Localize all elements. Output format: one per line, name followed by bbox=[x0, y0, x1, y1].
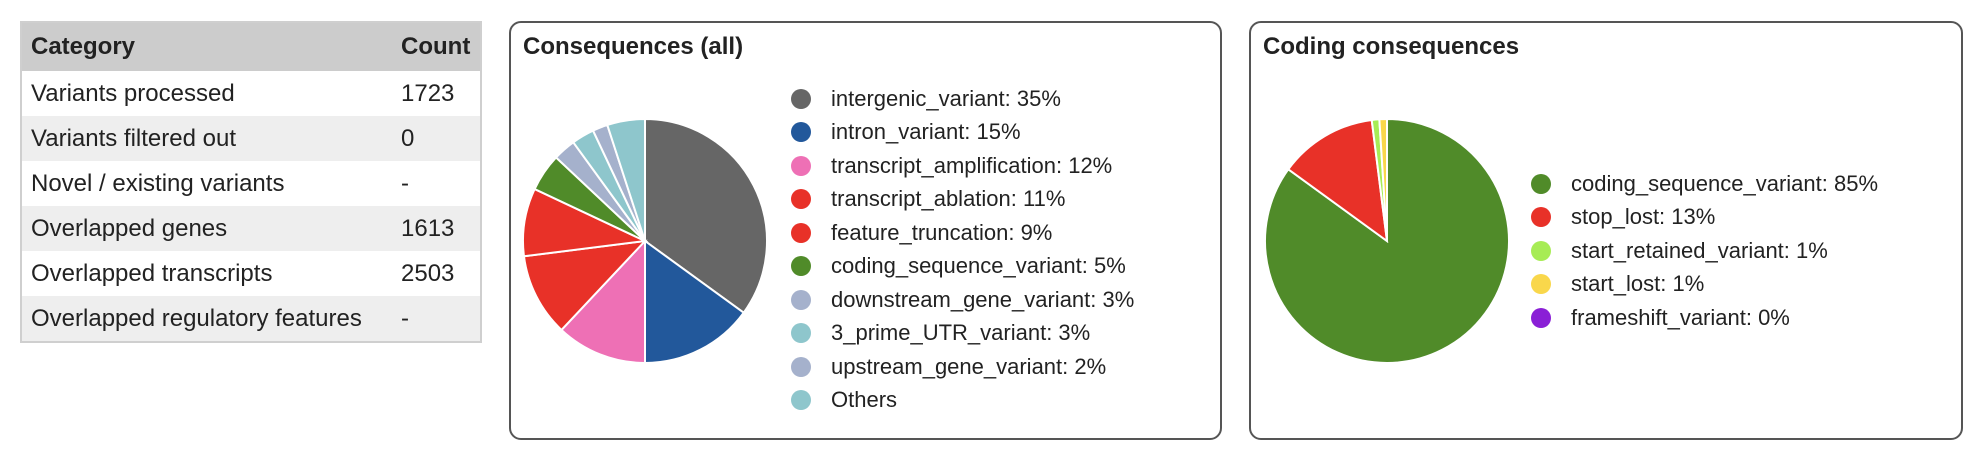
legend-label: upstream_gene_variant: 2% bbox=[831, 353, 1107, 379]
legend-swatch-icon bbox=[1531, 307, 1551, 328]
legend-item: Others bbox=[791, 384, 1134, 418]
legend-label: start_lost: 1% bbox=[1571, 271, 1705, 297]
legend-label: Others bbox=[831, 387, 898, 413]
table-row: Overlapped regulatory features - bbox=[21, 296, 481, 342]
legend-label: start_retained_variant: 1% bbox=[1571, 237, 1828, 263]
legend-swatch-icon bbox=[791, 390, 811, 411]
legend-swatch-icon bbox=[1531, 173, 1551, 194]
legend-item: coding_sequence_variant: 85% bbox=[1531, 167, 1878, 201]
legend-swatch-icon bbox=[791, 323, 811, 344]
table-row: Overlapped genes 1613 bbox=[21, 206, 481, 251]
legend-label: stop_lost: 13% bbox=[1571, 204, 1716, 230]
column-header-category: Category bbox=[21, 22, 392, 71]
coding-consequences-pie-chart bbox=[1264, 117, 1510, 364]
legend-item: coding_sequence_variant: 5% bbox=[791, 250, 1134, 284]
table-row: Novel / existing variants - bbox=[21, 161, 481, 206]
summary-table: Category Count Variants processed 1723 V… bbox=[20, 21, 482, 343]
legend-item: intron_variant: 15% bbox=[791, 116, 1134, 150]
pie-slice bbox=[522, 239, 648, 332]
legend-swatch-icon bbox=[791, 189, 811, 210]
legend-swatch-icon bbox=[791, 88, 811, 109]
legend-label: coding_sequence_variant: 5% bbox=[831, 253, 1126, 279]
count-cell: 0 bbox=[392, 116, 481, 161]
column-header-count: Count bbox=[392, 22, 481, 71]
pie-slice bbox=[560, 238, 646, 365]
table-row: Overlapped transcripts 2503 bbox=[21, 251, 481, 296]
legend-item: start_retained_variant: 1% bbox=[1531, 234, 1878, 268]
count-cell: 1613 bbox=[392, 206, 481, 251]
legend-label: transcript_amplification: 12% bbox=[831, 152, 1113, 178]
legend-item: frameshift_variant: 0% bbox=[1531, 301, 1878, 335]
legend-swatch-icon bbox=[1531, 240, 1551, 261]
category-cell: Overlapped genes bbox=[21, 206, 392, 251]
legend-label: feature_truncation: 9% bbox=[831, 219, 1053, 245]
coding-consequences-legend: coding_sequence_variant: 85% stop_lost: 1… bbox=[1531, 167, 1878, 335]
legend-swatch-icon bbox=[791, 289, 811, 310]
legend-item: downstream_gene_variant: 3% bbox=[791, 283, 1134, 317]
table-header-row: Category Count bbox=[21, 22, 481, 71]
count-cell: - bbox=[392, 161, 481, 206]
legend-label: frameshift_variant: 0% bbox=[1571, 304, 1790, 330]
legend-swatch-icon bbox=[791, 356, 811, 377]
consequences-all-pie-chart bbox=[522, 117, 768, 365]
count-cell: 2503 bbox=[392, 251, 481, 296]
legend-item: transcript_amplification: 12% bbox=[791, 149, 1134, 183]
pie-slice bbox=[1286, 118, 1389, 244]
legend-item: start_lost: 1% bbox=[1531, 268, 1878, 302]
consequences-all-panel: Consequences (all) intergenic_variant: 3… bbox=[509, 21, 1222, 440]
table-row: Variants processed 1723 bbox=[21, 71, 481, 116]
legend-item: feature_truncation: 9% bbox=[791, 216, 1134, 250]
category-cell: Novel / existing variants bbox=[21, 161, 392, 206]
category-cell: Variants filtered out bbox=[21, 116, 392, 161]
legend-label: coding_sequence_variant: 85% bbox=[1571, 170, 1879, 196]
pie-slice bbox=[606, 117, 646, 242]
legend-item: upstream_gene_variant: 2% bbox=[791, 350, 1134, 384]
legend-item: transcript_ablation: 11% bbox=[791, 183, 1134, 217]
legend-label: downstream_gene_variant: 3% bbox=[831, 286, 1135, 312]
legend-item: 3_prime_UTR_variant: 3% bbox=[791, 317, 1134, 351]
consequences-all-legend: intergenic_variant: 35% intron_variant: 1… bbox=[791, 82, 1134, 417]
panel-title: Coding consequences bbox=[1263, 33, 1520, 60]
category-cell: Overlapped transcripts bbox=[21, 251, 392, 296]
legend-swatch-icon bbox=[791, 222, 811, 243]
legend-swatch-icon bbox=[791, 155, 811, 176]
pie-slice bbox=[644, 117, 768, 315]
count-cell: 1723 bbox=[392, 71, 481, 116]
legend-label: transcript_ablation: 11% bbox=[831, 186, 1066, 212]
coding-consequences-panel: Coding consequences coding_sequence_vari… bbox=[1249, 21, 1963, 440]
panel-title: Consequences (all) bbox=[523, 33, 744, 60]
category-cell: Overlapped regulatory features bbox=[21, 296, 392, 342]
legend-item: stop_lost: 13% bbox=[1531, 201, 1878, 235]
legend-swatch-icon bbox=[1531, 274, 1551, 295]
legend-label: intron_variant: 15% bbox=[831, 119, 1021, 145]
table-row: Variants filtered out 0 bbox=[21, 116, 481, 161]
legend-swatch-icon bbox=[791, 256, 811, 277]
legend-swatch-icon bbox=[791, 122, 811, 143]
legend-label: intergenic_variant: 35% bbox=[831, 85, 1061, 111]
count-cell: - bbox=[392, 296, 481, 342]
legend-label: 3_prime_UTR_variant: 3% bbox=[831, 320, 1091, 346]
pie-slice bbox=[644, 239, 746, 365]
legend-item: intergenic_variant: 35% bbox=[791, 82, 1134, 116]
pie-slice bbox=[1378, 117, 1388, 242]
category-cell: Variants processed bbox=[21, 71, 392, 116]
legend-swatch-icon bbox=[1531, 207, 1551, 228]
